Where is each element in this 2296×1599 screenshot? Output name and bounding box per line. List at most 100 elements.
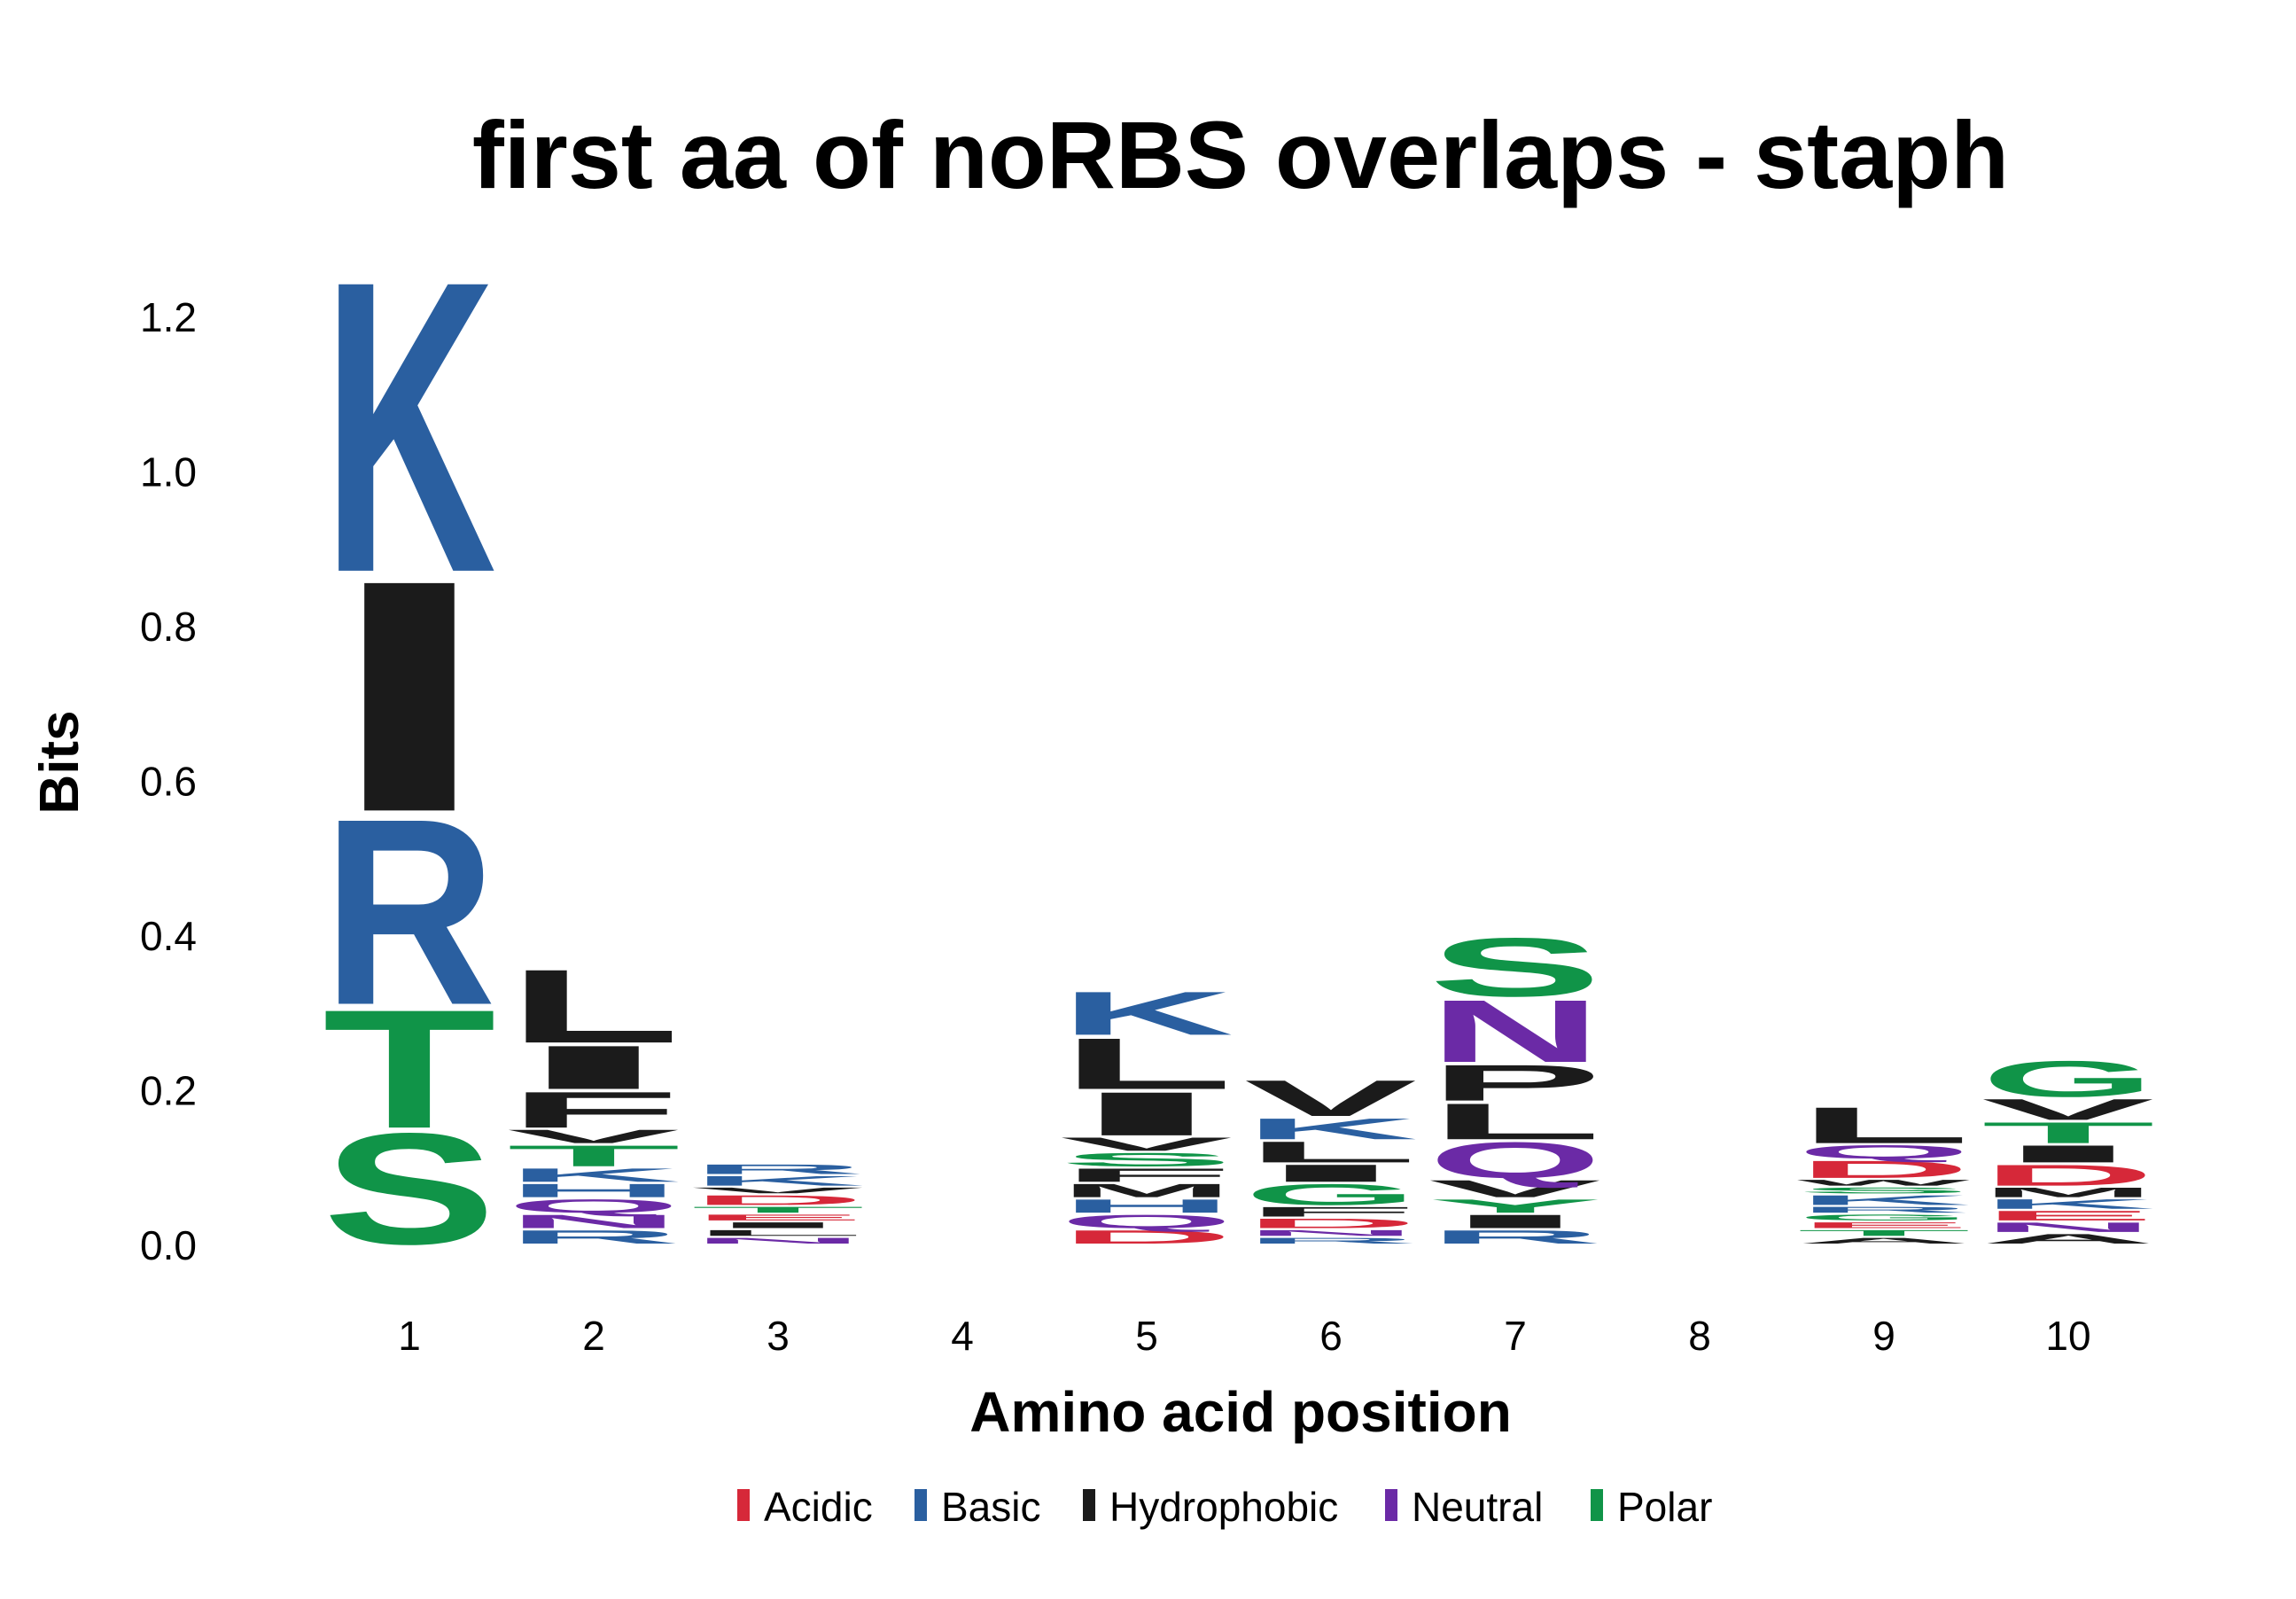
logo-letter: E — [1981, 1208, 2155, 1223]
logo-letter: K — [1060, 979, 1234, 1048]
legend-label: Polar — [1617, 1484, 1712, 1530]
logo-letter: G — [1244, 1178, 1418, 1212]
logo-letter: D — [691, 1192, 865, 1207]
logo-letter: T — [691, 1205, 865, 1214]
logo-letter: K — [1797, 1192, 1971, 1207]
logo-letter: K — [323, 195, 496, 659]
logo-letter: K — [1981, 1197, 2155, 1212]
logo-letter: L — [1797, 1096, 1971, 1154]
y-tick-label: 1.2 — [140, 294, 197, 340]
y-tick-label: 0.8 — [140, 604, 197, 650]
logo-letter: V — [1428, 1175, 1601, 1203]
logo-letter: E — [691, 1213, 865, 1221]
y-tick-label: 1.0 — [140, 449, 197, 495]
y-tick-label: 0.0 — [140, 1222, 197, 1268]
legend-swatch — [737, 1489, 750, 1521]
logo-letter: N — [1981, 1220, 2155, 1235]
chart-title: first aa of noRBS overlaps - staph — [472, 101, 2009, 208]
logo-letter: F — [1060, 1165, 1234, 1186]
logo-letter: R — [1244, 1236, 1418, 1245]
logo-letter: K — [691, 1174, 865, 1189]
logo-letter: H — [1060, 1196, 1234, 1217]
x-axis: 1 2 3 4 5 6 7 8 9 10 — [398, 1313, 2090, 1359]
logo-letter: I — [507, 1033, 681, 1102]
logo-letter: S — [1428, 921, 1602, 1014]
legend: Acidic Basic Hydrophobic Neutral Polar — [737, 1484, 1712, 1530]
logo-letter: A — [1797, 1236, 1971, 1245]
x-tick-label: 8 — [1688, 1313, 1711, 1359]
legend-swatch — [1591, 1489, 1603, 1521]
logo-letter: M — [1060, 1180, 1234, 1201]
legend-label: Basic — [941, 1484, 1040, 1530]
x-tick-label: 2 — [582, 1313, 605, 1359]
legend-label: Neutral — [1412, 1484, 1543, 1530]
logo-letter: L — [691, 1228, 865, 1237]
logo-letter: Q — [1797, 1142, 1971, 1163]
x-tick-label: 10 — [2045, 1313, 2090, 1359]
logo-letter: D — [1244, 1216, 1418, 1231]
logo-letter: V — [1244, 1070, 1417, 1127]
logo-letter: W — [1797, 1178, 1970, 1187]
x-tick-label: 9 — [1872, 1313, 1895, 1359]
x-tick-label: 4 — [951, 1313, 974, 1359]
logo-letter: M — [1981, 1185, 2155, 1200]
logo-letter: L — [507, 948, 681, 1065]
logo-letter: Q — [1428, 1132, 1602, 1190]
x-tick-label: 7 — [1504, 1313, 1527, 1359]
logo-letter: D — [1797, 1156, 1971, 1183]
logo-letter: I — [1428, 1211, 1602, 1232]
logo-letter: R — [1428, 1227, 1602, 1248]
logo-letter: A — [1981, 1231, 2155, 1246]
x-tick-label: 1 — [398, 1313, 421, 1359]
y-axis-label: Bits — [29, 710, 90, 814]
legend-label: Acidic — [764, 1484, 873, 1530]
logo-letter: V — [1981, 1093, 2154, 1126]
logo-letter: N — [1428, 982, 1602, 1081]
logo-letter: D — [1981, 1158, 2155, 1192]
logo-letter: R — [691, 1162, 865, 1177]
logo-letter: G — [1797, 1213, 1971, 1221]
logo-letter: S — [1060, 1149, 1234, 1170]
x-tick-label: 6 — [1319, 1313, 1343, 1359]
logo-letter: R — [323, 763, 496, 1061]
logo-letter: L — [1244, 1135, 1418, 1168]
x-axis-label: Amino acid position — [969, 1380, 1512, 1444]
x-tick-label: 5 — [1135, 1313, 1158, 1359]
logo-letter: V — [507, 1126, 680, 1147]
logo-letter: P — [1428, 1054, 1602, 1112]
logo-letter: Y — [1428, 1196, 1602, 1217]
logo-letter: G — [1981, 1050, 2155, 1108]
logo-letter: R — [1797, 1205, 1971, 1214]
logo-letter: V — [691, 1186, 864, 1195]
logo-letter: T — [1797, 1228, 1971, 1237]
legend-swatch — [1385, 1489, 1397, 1521]
logo-letter: D — [1060, 1227, 1234, 1248]
logo-letter: I — [1244, 1159, 1418, 1187]
logo-letter: V — [1060, 1134, 1233, 1155]
logo-letter: K — [1244, 1112, 1418, 1146]
y-tick-label: 0.4 — [140, 913, 197, 959]
logo-letter: Q — [1060, 1211, 1234, 1232]
logo-letter: I — [323, 511, 496, 881]
logo-letter: L — [1060, 1023, 1234, 1104]
legend-label: Hydrophobic — [1109, 1484, 1338, 1530]
logo-letter: K — [507, 1165, 681, 1186]
logo-letter: I — [691, 1221, 865, 1229]
logo-letter: H — [507, 1180, 681, 1201]
logo-letter: L — [1428, 1093, 1602, 1150]
logo-letter: N — [691, 1236, 865, 1245]
y-axis: 0.0 0.2 0.4 0.6 0.8 1.0 1.2 — [140, 294, 197, 1268]
logo-letter: N — [507, 1211, 681, 1232]
logo-letter: R — [507, 1227, 681, 1248]
logo-letter: S — [1797, 1186, 1971, 1195]
y-tick-label: 0.2 — [140, 1068, 197, 1114]
logo-letter: I — [1060, 1080, 1234, 1149]
